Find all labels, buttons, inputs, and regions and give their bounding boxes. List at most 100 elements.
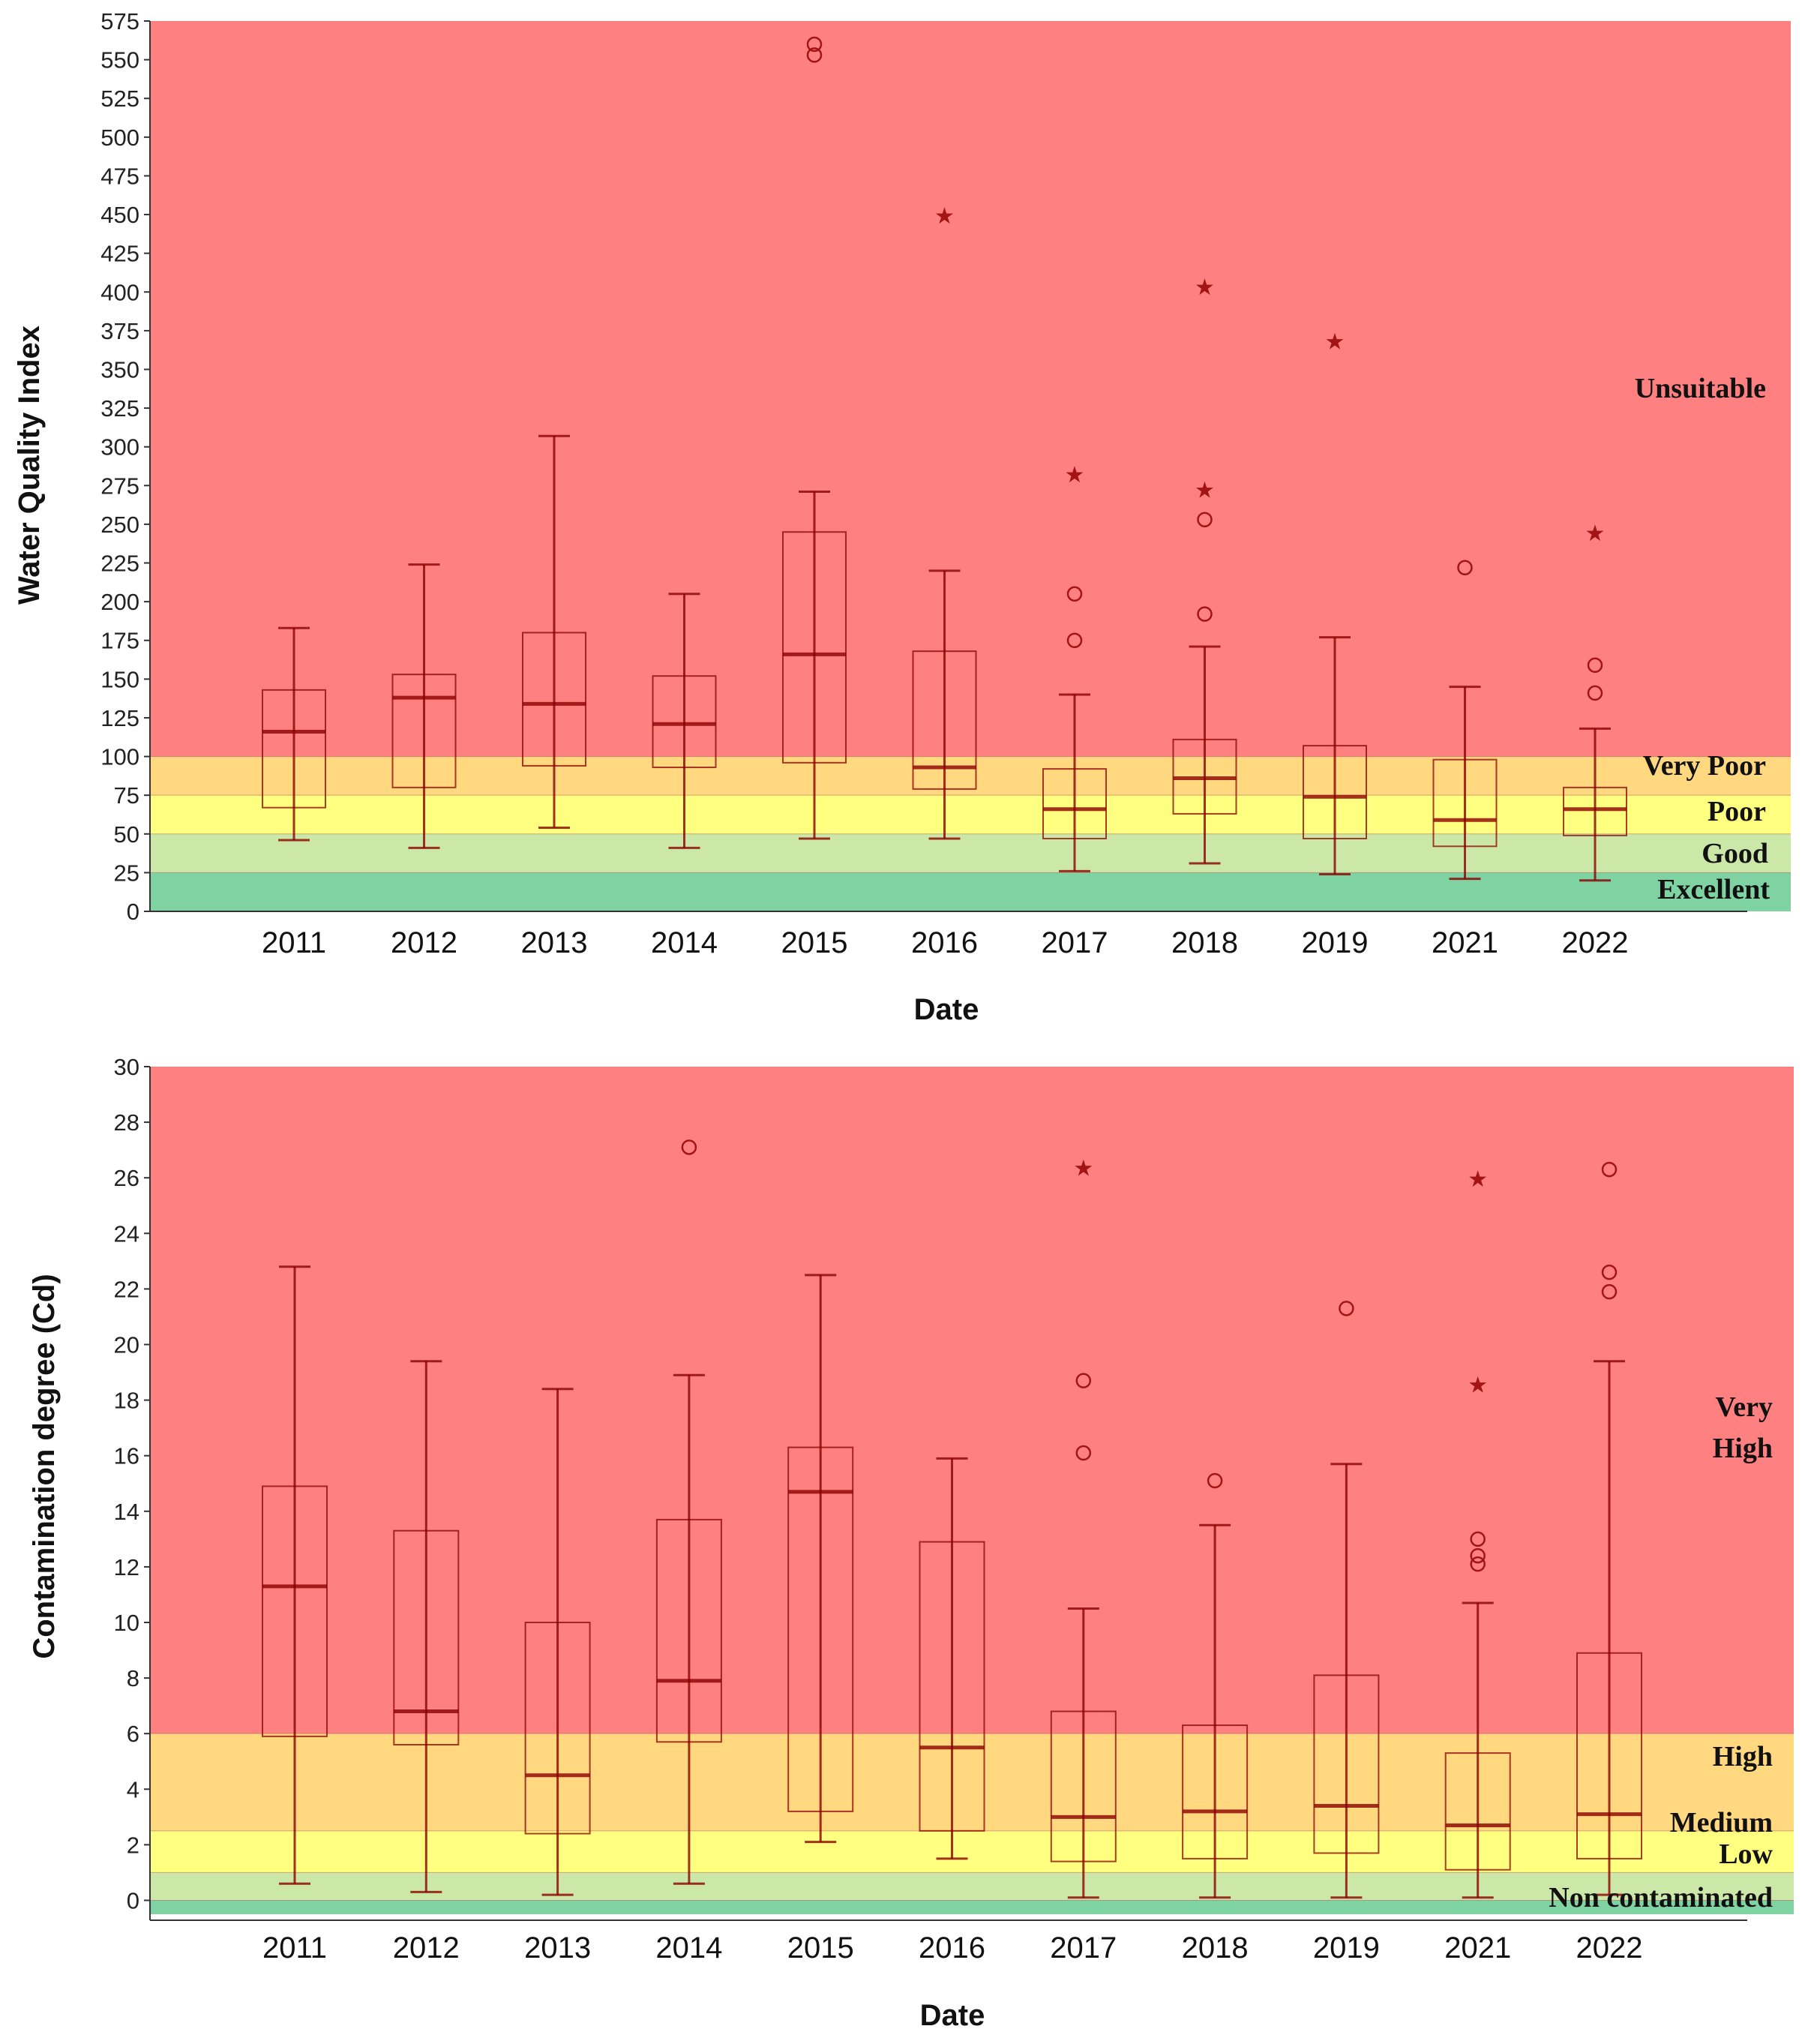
wqi-y-tick-label: 200 [100,589,139,615]
wqi-extreme: ★ [1065,463,1085,488]
cd-box-2019 [1313,1301,1380,1899]
wqi-y-tick-label: 400 [100,279,139,305]
cd-box-iqr [1182,1724,1249,1859]
wqi-box-2021 [1432,560,1498,881]
wqi-boxes: ★★★★★★ [262,36,1627,882]
wqi-category-label: 2011 [262,926,326,959]
wqi-category-label: 2019 [1302,926,1369,959]
wqi-extreme: ★ [1585,521,1606,546]
cd-category-labels: 2011 2012 2013 2014 2015 2016 2017 2018 2019 2021… [262,1931,1643,1964]
wqi-y-tick-label: 325 [100,395,139,422]
cd-box-2021: ★★ [1444,1167,1511,1899]
wqi-box-2011 [262,626,326,842]
cd-outlier [681,1139,697,1155]
wqi-y-tick-label: 550 [100,47,139,74]
cd-outlier [1601,1161,1618,1178]
cd-box-2022 [1576,1161,1642,1896]
wqi-box-2015 [782,36,847,840]
wqi-y-tick-label: 100 [100,744,139,770]
wqi-zone-good [150,833,1791,873]
cd-y-axis-label: Contamination degree (Cd) [28,1274,61,1658]
cd-box-iqr [919,1541,985,1832]
cd-zone-label-very-high: High [1713,1433,1773,1464]
wqi-zone-label-poor: Poor [1708,796,1766,827]
wqi-y-tick-label: 150 [100,666,139,692]
cd-y-tick-label: 30 [114,1054,139,1080]
cd-box-2017: ★ [1050,1156,1117,1899]
cd-y-tick-label: 28 [114,1109,139,1136]
cd-zone-non-contaminated [150,1900,1794,1914]
wqi-box-iqr [1042,768,1107,839]
cd-zone-medium [150,1830,1794,1873]
wqi-y-tick-label: 350 [100,356,139,383]
wqi-zone-label-good: Good [1702,838,1768,869]
cd-zones [150,1067,1794,1914]
wqi-box-iqr [262,689,326,809]
cd-outlier [1075,1445,1092,1461]
cd-outlier [1601,1264,1618,1280]
wqi-axes: 0 25 50 75 100 125 150 175 200 225 250 275 300 325 350… [100,8,1747,925]
cd-y-tick-label: 10 [114,1610,139,1636]
cd-outlier [1470,1547,1486,1564]
wqi-y-tick-label: 125 [100,705,139,731]
cd-box-2012 [393,1360,460,1893]
wqi-box-iqr [1303,745,1367,839]
wqi-y-tick-label: 175 [100,628,139,654]
cd-box-2015 [787,1274,854,1844]
cd-category-label: 2011 [262,1931,327,1964]
cd-y-tick-label: 2 [127,1832,139,1858]
wqi-extreme: ★ [934,204,955,229]
wqi-category-label: 2012 [391,926,457,959]
wqi-extreme: ★ [1195,478,1215,503]
wqi-y-tick-label: 475 [100,163,139,189]
cd-box-2018 [1182,1472,1249,1899]
cd-zone-label-high: High [1713,1741,1773,1772]
wqi-outlier [1197,606,1213,622]
wqi-box-2012 [391,563,457,849]
wqi-box-iqr [652,675,717,769]
cd-box-2014 [655,1139,722,1885]
wqi-box-2022: ★ [1563,521,1627,882]
cd-y-tick-label: 14 [114,1499,139,1525]
wqi-outlier [1587,685,1603,701]
cd-y-tick-label: 8 [127,1665,139,1691]
wqi-y-tick-label: 450 [100,202,139,228]
wqi-category-label: 2017 [1042,926,1108,959]
cd-y-tick-label: 20 [114,1331,139,1358]
wqi-zone-excellent [150,872,1791,911]
wqi-y-tick-label: 425 [100,241,139,267]
cd-category-label: 2019 [1313,1931,1380,1964]
wqi-box-2016: ★ [912,204,977,840]
cd-outlier [1075,1373,1092,1388]
cd-box-iqr [393,1529,460,1745]
wqi-outlier [806,36,823,53]
cd-category-label: 2012 [393,1931,460,1964]
wqi-y-tick-label: 50 [114,821,139,848]
cd-outlier [1339,1301,1354,1316]
cd-y-tick-label: 4 [127,1776,139,1802]
wqi-extreme: ★ [1325,329,1345,354]
wqi-x-axis-label: Date [914,993,979,1026]
wqi-y-tick-label: 375 [100,318,139,344]
cd-box-2013 [524,1388,591,1896]
cd-y-tick-label: 0 [127,1887,139,1913]
wqi-outlier [1457,560,1473,575]
wqi-outlier [1066,586,1083,602]
cd-y-tick-label: 12 [114,1554,139,1580]
wqi-box-2013 [522,434,586,830]
wqi-y-tick-label: 275 [100,473,139,499]
cd-box-iqr [1050,1710,1117,1862]
cd-box-iqr [1576,1652,1642,1859]
cd-category-label: 2021 [1444,1931,1511,1964]
cd-category-label: 2013 [524,1931,591,1964]
cd-category-label: 2018 [1182,1931,1249,1964]
wqi-y-tick-label: 25 [114,860,139,886]
cd-zone-label-medium: Medium [1670,1807,1773,1838]
wqi-zones [150,21,1791,911]
cd-zone-very-high [150,1067,1794,1734]
cd-category-label: 2017 [1050,1931,1117,1964]
wqi-category-label: 2016 [911,926,978,959]
wqi-outlier [1197,512,1213,527]
